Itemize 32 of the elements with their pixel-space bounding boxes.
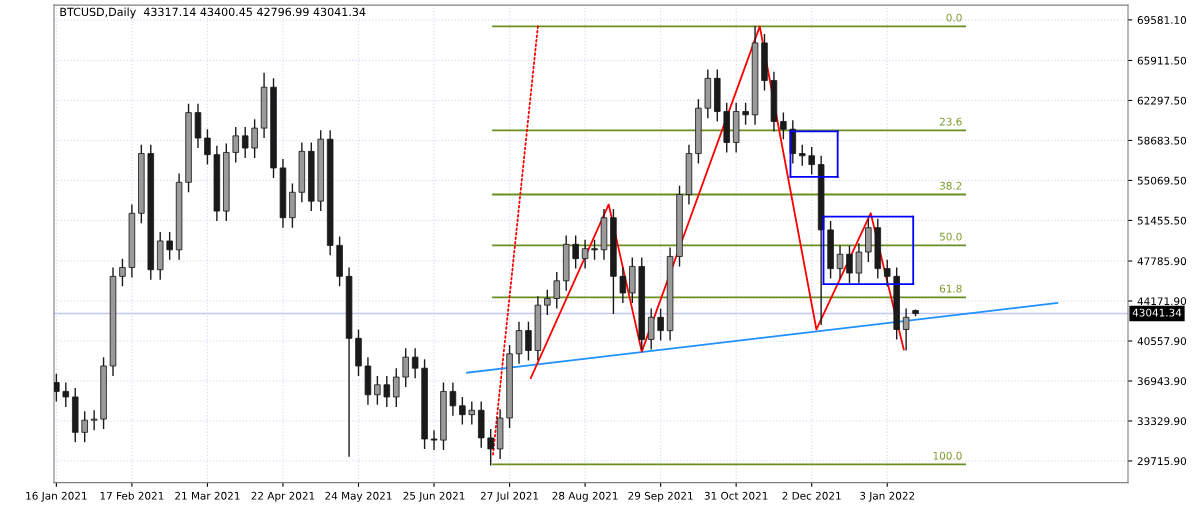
x-tick-label: 2 Dec 2021 (782, 491, 841, 500)
x-tick-label: 25 Jun 2021 (403, 491, 465, 502)
y-tick-label: 40557.90 (1137, 337, 1187, 346)
x-tick-label: 31 Oct 2021 (704, 491, 768, 500)
x-tick-label: 3 Jan 2022 (860, 491, 915, 502)
y-tick-label: 69581.10 (1137, 16, 1187, 24)
annotation: 23.6 (939, 117, 962, 126)
x-tick-label: 17 Feb 2021 (100, 491, 164, 500)
x-tick-label: 29 Sep 2021 (628, 491, 693, 502)
y-tick-label: 62297.50 (1137, 96, 1187, 105)
x-tick-label: 28 Aug 2021 (552, 491, 618, 502)
x-tick-label: 24 May 2021 (325, 491, 392, 502)
annotation: 50.0 (939, 232, 962, 241)
annotation: 61.8 (939, 284, 962, 293)
x-tick-label: 21 Mar 2021 (175, 491, 240, 500)
x-tick-label: 27 Jul 2021 (480, 491, 539, 502)
y-tick-label: 36943.90 (1137, 377, 1187, 386)
y-tick-label: 55069.50 (1137, 176, 1187, 185)
x-tick-label: 16 Jan 2021 (26, 491, 87, 502)
y-tick-label: 65911.50 (1137, 56, 1187, 65)
annotation: 0.0 (946, 13, 962, 22)
ref-line-label: 43041.34 (1132, 308, 1182, 317)
x-tick-label: 22 Apr 2021 (251, 491, 315, 502)
annotation: 100.0 (933, 451, 962, 460)
chart-title: BTCUSD,Daily 43317.14 43400.45 42796.99 43041.34 (60, 7, 366, 19)
annotation: 38.2 (939, 181, 962, 190)
y-tick-label: 29715.90 (1137, 457, 1187, 466)
y-tick-label: 44171.90 (1137, 297, 1187, 306)
y-tick-label: 47785.90 (1137, 257, 1187, 266)
y-tick-label: 51455.50 (1137, 216, 1187, 225)
y-tick-label: 33329.90 (1137, 417, 1187, 426)
y-tick-label: 58683.50 (1137, 136, 1187, 145)
